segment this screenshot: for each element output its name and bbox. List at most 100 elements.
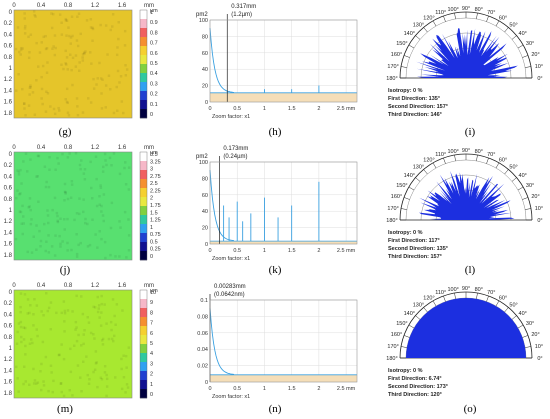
surface-texture-dot [74,65,78,68]
color-scale-label: 3.5 [150,152,158,158]
surface-texture-dot [118,172,122,176]
surface-texture-dot [24,380,27,383]
rose-angle-label: 20° [531,52,539,58]
surface-texture-dot [66,101,69,105]
rose-tick [403,55,410,58]
caption-m: (m) [57,403,73,415]
surface-texture-dot [67,114,71,117]
surface-texture-dot [124,64,127,67]
surface-texture-dot [81,59,85,62]
color-scale-frame [139,289,148,399]
surface-texture-dot [100,378,104,381]
rose-tick [454,154,456,161]
map-y-tick-label: 1.4 [4,368,13,374]
surface-texture-dot [24,114,27,117]
surface-texture-dot [64,98,67,101]
surface-texture-dot [36,381,40,384]
surface-texture-dot [41,340,45,344]
surface-texture-dot [65,56,69,59]
surface-texture-dot [79,376,82,379]
surface-texture-dot [98,61,101,65]
surface-texture-dot [23,27,27,30]
surface-texture-dot [32,367,35,371]
color-scale-label: 0.9 [150,20,158,26]
surface-texture-dot [116,46,119,49]
surface-texture-dot [48,156,51,159]
surface-texture-dot [111,25,114,28]
rose-angle-label: 50° [509,164,517,170]
surface-texture-dot [87,321,91,324]
rose-angle-label: 130° [413,22,424,28]
surface-texture-dot [23,293,27,296]
surface-texture-dot [45,90,48,93]
map-y-tick-label: 1.2 [4,357,13,363]
surface-texture-dot [70,248,73,252]
surface-texture-dot [15,342,19,345]
map-x-tick-label: 0.8 [64,145,73,151]
height-map-surface [13,289,133,399]
surface-texture-dot [21,204,24,208]
surface-texture-dot [33,113,37,116]
surface-texture-dot [20,340,23,344]
rose-i: 0° 10° 20° 30° 40°50°60° 70° 80° 90°100°110°120… [386,6,543,118]
rose-angle-label: 30° [526,41,534,47]
spectrum-h: pm2 0.317mm (1.2µm) 100 80 60 40 20 00 0.5 1 1.5 2 2.… [196,4,358,120]
surface-texture-dot [28,342,32,345]
color-scale-band [140,215,147,225]
surface-texture-dot [15,365,18,369]
color-scale-band [140,109,147,119]
surface-texture-dot [89,160,92,164]
map-y-tick-label: 1 [9,66,13,72]
surface-texture-dot [100,204,103,208]
surface-texture-dot [55,311,58,315]
surface-texture-dot [71,56,75,60]
surface-texture-dot [63,309,67,313]
surface-texture-dot [66,68,69,71]
surface-texture-dot [78,212,81,216]
surface-texture-dot [64,62,67,65]
surface-texture-dot [85,355,88,358]
rose-tick [408,186,415,191]
rose-angle-label: 40° [519,311,527,317]
surface-texture-dot [96,295,99,299]
surface-texture-dot [63,190,67,194]
surface-texture-dot [22,102,26,105]
surface-texture-dot [69,36,73,39]
surface-texture-dot [94,155,98,158]
map-y-tick-label: 1.4 [4,230,13,236]
surface-texture-dot [127,188,131,191]
surface-texture-dot [22,326,25,329]
surface-texture-dot [53,196,57,200]
surface-texture-dot [27,35,30,39]
surface-texture-dot [111,13,115,16]
surface-texture-dot [41,64,45,68]
surface-texture-dot [33,298,36,301]
surface-texture-dot [27,206,30,209]
surface-texture-dot [29,158,32,161]
surface-texture-dot [103,371,107,374]
surface-texture-dot [75,255,79,258]
surface-texture-dot [35,79,38,82]
surface-texture-dot [112,152,116,155]
surface-texture-dot [82,198,85,201]
surface-texture-dot [35,224,38,227]
rose-info-text: Second Direction: 157° [388,104,448,110]
rose-angle-label: 70° [487,152,495,158]
rose-tick [504,27,509,33]
color-scale-label: 0.4 [150,71,158,77]
surface-texture-dot [125,366,128,369]
surface-texture-dot [99,77,103,80]
surface-texture-dot [92,370,95,374]
surface-texture-dot [94,233,97,236]
surface-texture-dot [82,333,85,336]
color-scale-label: 0 [150,112,153,118]
surface-texture-dot [27,104,31,107]
surface-texture-dot [18,210,22,213]
surface-texture-dot [45,47,49,50]
spectrum-x-tick-label: 0 [208,248,211,254]
surface-texture-dot [30,218,33,221]
rose-tick [504,307,509,313]
surface-texture-dot [39,245,42,248]
color-scale-label: 2.5 [150,181,158,187]
map-y-tick-label: 0 [9,290,13,296]
